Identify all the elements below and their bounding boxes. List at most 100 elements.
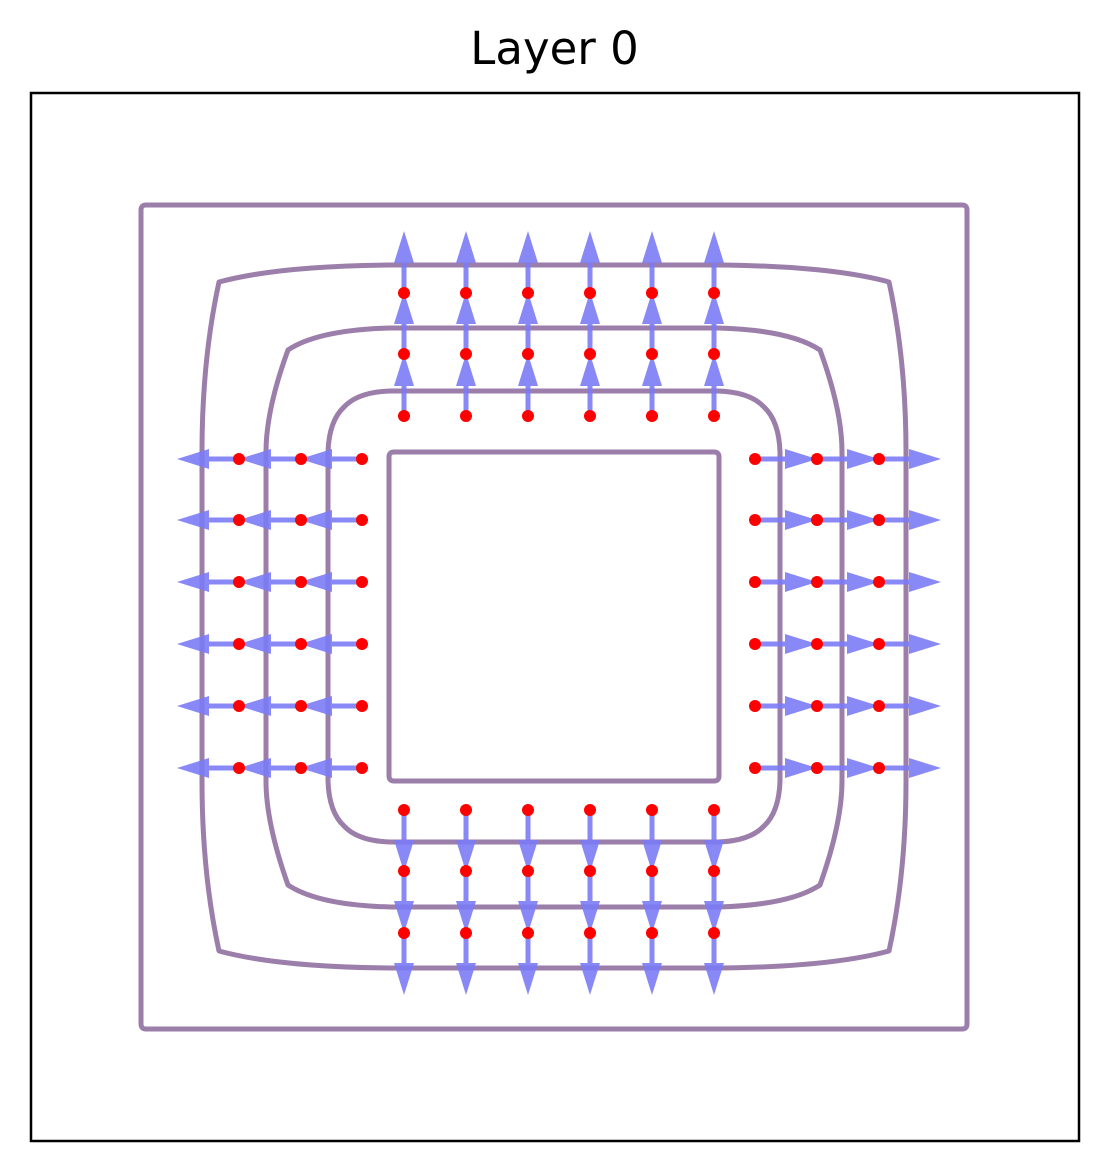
arrow-top-1-2	[394, 292, 414, 354]
arrow-top-2-2	[456, 292, 476, 354]
arrow-left-2-1-head	[300, 510, 332, 530]
point-left-3-2	[295, 576, 307, 588]
arrow-top-3-2-head	[518, 292, 538, 324]
point-left-1-3	[233, 453, 245, 465]
point-top-2-2	[460, 348, 472, 360]
point-bottom-1-3	[398, 927, 410, 939]
arrow-left-4-3	[177, 634, 239, 654]
arrow-left-5-3	[177, 696, 239, 716]
arrow-right-2-1-head	[785, 510, 817, 530]
arrow-right-3-1-head	[785, 572, 817, 592]
arrow-bottom-4-1	[580, 810, 600, 872]
point-left-3-1	[356, 576, 368, 588]
arrow-top-1-3	[394, 231, 414, 293]
arrow-left-5-1-head	[300, 696, 332, 716]
arrow-top-1-2-head	[394, 292, 414, 324]
point-bottom-1-1	[398, 804, 410, 816]
point-top-6-2	[708, 348, 720, 360]
contour-line-2	[325, 388, 783, 845]
arrow-top-1-1-head	[394, 354, 414, 386]
arrow-bottom-3-1	[518, 810, 538, 872]
point-bottom-4-1	[584, 804, 596, 816]
arrow-right-1-1	[755, 449, 817, 469]
point-right-5-1	[749, 700, 761, 712]
arrow-bottom-1-3	[394, 933, 414, 995]
arrow-top-1-1	[394, 354, 414, 416]
arrow-left-2-3-head	[177, 510, 209, 530]
arrow-bottom-5-2-head	[642, 901, 662, 933]
point-right-1-2	[811, 453, 823, 465]
contour-group	[138, 202, 970, 1032]
point-right-5-2	[811, 700, 823, 712]
arrow-right-3-3-head	[909, 572, 941, 592]
arrow-top-4-1	[580, 354, 600, 416]
arrow-right-2-1	[755, 510, 817, 530]
arrow-bottom-6-3	[704, 933, 724, 995]
arrow-right-5-1	[755, 696, 817, 716]
point-top-1-1	[398, 410, 410, 422]
arrow-bottom-5-3	[642, 933, 662, 995]
arrow-right-1-3	[879, 449, 941, 469]
arrow-right-4-1-head	[785, 634, 817, 654]
arrow-top-6-3-head	[704, 231, 724, 263]
arrow-left-3-2-head	[239, 572, 271, 592]
arrow-left-4-2	[239, 634, 301, 654]
arrow-left-1-1	[300, 449, 362, 469]
point-left-6-1	[356, 762, 368, 774]
arrow-right-6-1-head	[785, 758, 817, 778]
point-right-1-1	[749, 453, 761, 465]
arrow-left-5-3-head	[177, 696, 209, 716]
arrow-bottom-6-1-head	[704, 840, 724, 872]
arrow-bottom-3-2-head	[518, 901, 538, 933]
arrow-right-2-2	[817, 510, 879, 530]
arrow-left-6-2	[239, 758, 301, 778]
plot-title: Layer 0	[470, 22, 639, 75]
arrow-left-6-2-head	[239, 758, 271, 778]
arrow-bottom-2-1	[456, 810, 476, 872]
arrow-bottom-3-2	[518, 871, 538, 933]
point-top-3-3	[522, 287, 534, 299]
arrow-bottom-6-3-head	[704, 963, 724, 995]
arrow-left-1-2-head	[239, 449, 271, 469]
arrow-right-6-3-head	[909, 758, 941, 778]
arrow-top-1-3-head	[394, 231, 414, 263]
arrow-left-5-1	[300, 696, 362, 716]
point-top-6-3	[708, 287, 720, 299]
point-left-5-3	[233, 700, 245, 712]
arrow-top-3-1	[518, 354, 538, 416]
arrow-top-2-3	[456, 231, 476, 293]
arrow-top-4-2-head	[580, 292, 600, 324]
arrow-bottom-5-2	[642, 871, 662, 933]
arrow-right-5-2	[817, 696, 879, 716]
point-left-2-3	[233, 514, 245, 526]
arrow-bottom-4-1-head	[580, 840, 600, 872]
arrow-right-3-3	[879, 572, 941, 592]
arrow-left-1-2	[239, 449, 301, 469]
arrow-bottom-4-2	[580, 871, 600, 933]
arrow-bottom-5-1	[642, 810, 662, 872]
arrow-top-5-1	[642, 354, 662, 416]
point-right-6-2	[811, 762, 823, 774]
arrow-top-3-2	[518, 292, 538, 354]
point-right-4-3	[873, 638, 885, 650]
point-bottom-4-3	[584, 927, 596, 939]
arrow-top-5-1-head	[642, 354, 662, 386]
arrow-left-1-3-head	[177, 449, 209, 469]
arrow-bottom-2-3-head	[456, 963, 476, 995]
arrow-left-3-1	[300, 572, 362, 592]
arrow-top-3-3-head	[518, 231, 538, 263]
point-right-2-2	[811, 514, 823, 526]
arrow-right-2-3	[879, 510, 941, 530]
arrow-top-4-3	[580, 231, 600, 293]
arrow-bottom-4-2-head	[580, 901, 600, 933]
point-left-6-2	[295, 762, 307, 774]
arrow-right-3-1	[755, 572, 817, 592]
arrow-bottom-2-3	[456, 933, 476, 995]
point-top-1-3	[398, 287, 410, 299]
arrow-right-4-2-head	[847, 634, 879, 654]
arrow-left-3-2	[239, 572, 301, 592]
arrow-bottom-6-2-head	[704, 901, 724, 933]
arrow-bottom-6-2	[704, 871, 724, 933]
arrow-right-4-3	[879, 634, 941, 654]
